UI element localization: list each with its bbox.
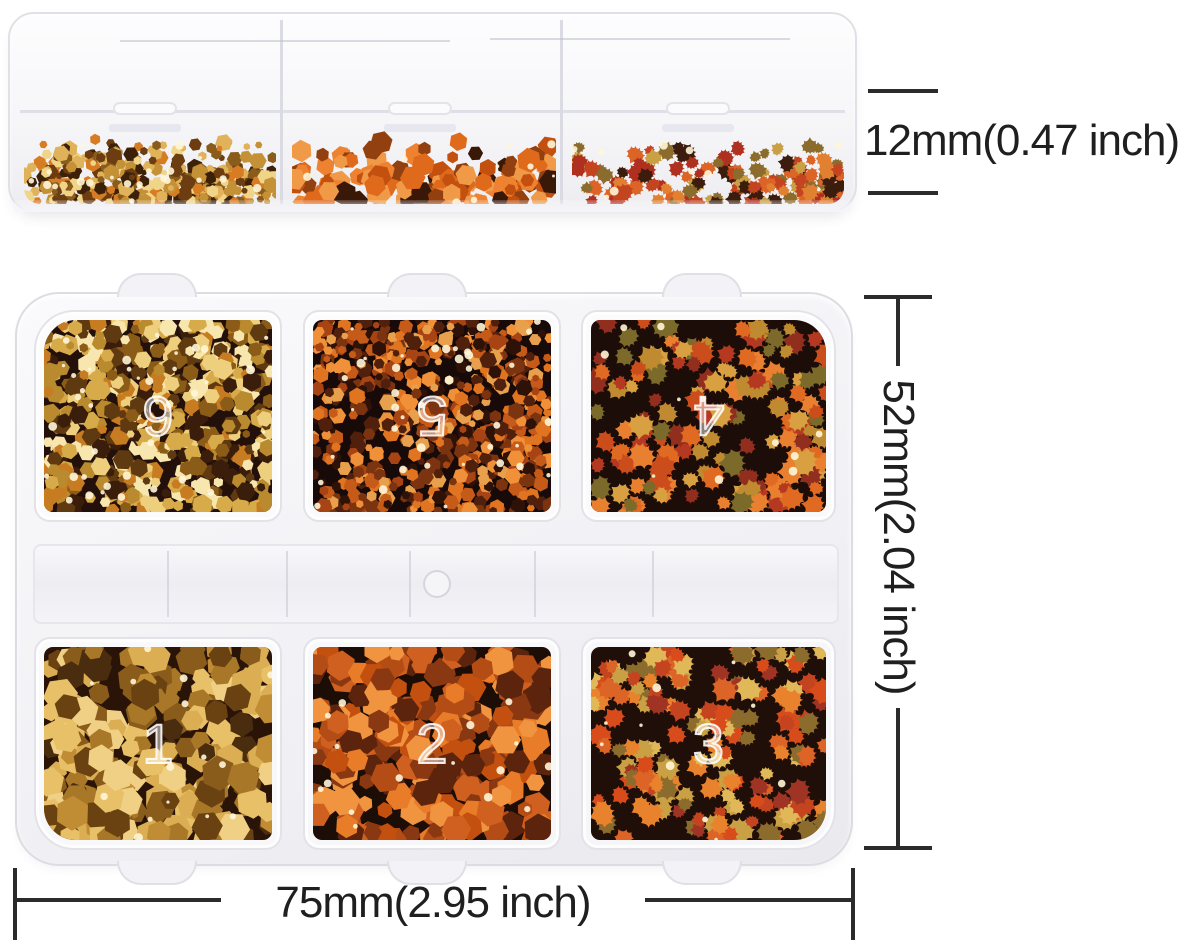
hinge-divider [534, 551, 536, 617]
compartment-number: 2 [415, 711, 448, 775]
box-bottom-rim [14, 200, 851, 212]
compartment-2: 2 [303, 637, 561, 850]
compartment-number: 1 [141, 711, 174, 775]
compartment-5: 5 [303, 310, 561, 522]
hinge-pin-circle [423, 570, 451, 598]
hinge-divider [286, 551, 288, 617]
lid-reflection-line [120, 40, 450, 42]
compartment-number: 6 [141, 384, 174, 449]
width-dimension-tick-left [13, 868, 17, 940]
lid-latch-shadow [109, 124, 181, 132]
lid-latch-shadow [662, 124, 734, 132]
height-dimension-label: 52mm(2.04 inch) [874, 379, 923, 695]
glitter-texture [292, 131, 556, 204]
hinge-tab [117, 861, 197, 885]
hinge-tab [662, 273, 742, 297]
side-cell-maple-leaf-sequins [572, 128, 844, 204]
glitter-texture [591, 647, 826, 840]
width-dimension-line-right [645, 898, 851, 902]
height-dimension-line-top [896, 298, 900, 366]
width-dimension-line-left [15, 898, 221, 902]
glitter-texture [44, 647, 272, 840]
glitter-texture [572, 137, 844, 204]
compartment-number: 5 [415, 384, 448, 449]
center-hinge-strip [33, 544, 839, 624]
hinge-divider [652, 551, 654, 617]
glitter-texture [24, 133, 276, 204]
width-dimension-label: 75mm(2.95 inch) [275, 878, 591, 927]
lid-reflection-line [490, 38, 790, 40]
compartment-4: 4 [581, 310, 836, 522]
lid-latch [113, 102, 177, 115]
lid-latch-shadow [384, 124, 456, 132]
glitter-texture [44, 320, 272, 512]
compartment-3: 3 [581, 637, 836, 850]
depth-dimension-tick-bottom [868, 191, 938, 195]
height-dimension-crossbar-top [864, 295, 932, 299]
height-dimension-line-bottom [896, 708, 900, 848]
lid-latch [388, 102, 452, 115]
hinge-tab [662, 861, 742, 885]
hinge-divider [167, 551, 169, 617]
compartment-1: 1 [34, 637, 282, 850]
side-cell-gold-glitter [24, 128, 276, 204]
hinge-tab [387, 273, 467, 297]
closed-box-side-view [8, 12, 857, 212]
depth-dimension-tick-top [868, 89, 938, 93]
depth-dimension-label: 12mm(0.47 inch) [864, 116, 1180, 165]
hinge-divider [409, 551, 411, 617]
open-box-top-view: 6 5 4 1 2 3 [15, 273, 853, 885]
side-cell-orange-glitter [292, 128, 556, 204]
lid-latch [666, 102, 730, 115]
hinge-tab [117, 273, 197, 297]
glitter-texture [313, 647, 551, 840]
height-dimension-crossbar-bottom [864, 846, 932, 850]
compartment-number: 4 [692, 384, 725, 449]
hinge-tab [387, 861, 467, 885]
glitter-texture [591, 320, 826, 512]
width-dimension-tick-right [851, 868, 855, 940]
compartment-number: 3 [692, 711, 725, 775]
compartment-6: 6 [34, 310, 282, 522]
glitter-texture [313, 320, 551, 512]
